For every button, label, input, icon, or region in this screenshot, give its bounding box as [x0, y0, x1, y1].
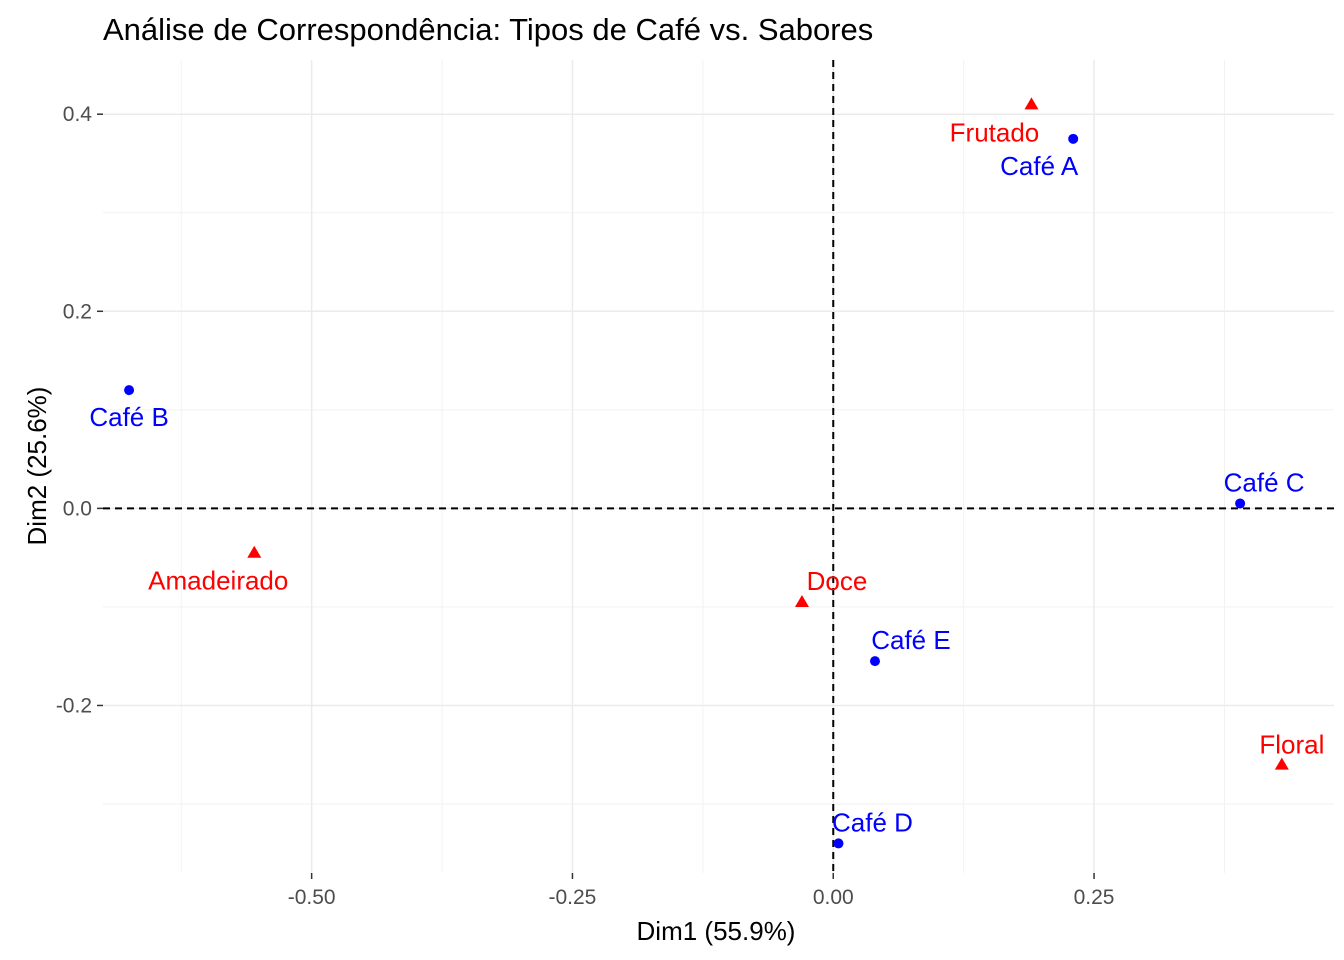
y-tick-label: 0.4 [63, 103, 93, 126]
label-cafe-d: Café D [832, 807, 913, 837]
x-axis-title: Dim1 (55.9%) [637, 916, 796, 946]
chart-title: Análise de Correspondência: Tipos de Caf… [103, 12, 873, 47]
x-tick-label: 0.25 [1074, 886, 1115, 909]
label-doce: Doce [807, 566, 868, 596]
point-doce [794, 595, 809, 608]
point-cafe-b [124, 385, 135, 396]
point-cafe-a [1068, 133, 1079, 144]
point-frutado [1024, 97, 1039, 110]
x-tick-label: -0.50 [288, 886, 336, 909]
x-tick-label: -0.25 [549, 886, 597, 909]
label-amadeirado: Amadeirado [148, 566, 288, 596]
point-labels: Café A Café B Café C Café D Café E Frutado Ama… [89, 117, 1324, 837]
grid-lines [103, 60, 1334, 873]
y-axis-title: Dim2 (25.6%) [22, 387, 52, 546]
point-amadeirado [247, 545, 262, 558]
y-tick-label: 0.2 [63, 300, 92, 323]
label-cafe-a: Café A [1000, 151, 1079, 181]
y-tick-label: 0.0 [63, 497, 92, 520]
label-cafe-b: Café B [89, 402, 169, 432]
label-cafe-e: Café E [871, 625, 951, 655]
point-cafe-d [833, 838, 844, 849]
point-cafe-c [1235, 498, 1246, 509]
label-cafe-c: Café C [1224, 467, 1305, 497]
reference-lines [103, 60, 1334, 873]
axis-ticks: -0.50 -0.25 0.00 0.25 -0.2 0.0 0.2 0.4 [56, 103, 1115, 909]
label-frutado: Frutado [950, 117, 1040, 147]
point-cafe-e [869, 656, 880, 667]
data-points [124, 97, 1289, 849]
y-tick-label: -0.2 [56, 694, 92, 717]
point-floral [1274, 757, 1289, 770]
x-tick-label: 0.00 [813, 886, 854, 909]
label-floral: Floral [1259, 730, 1324, 760]
